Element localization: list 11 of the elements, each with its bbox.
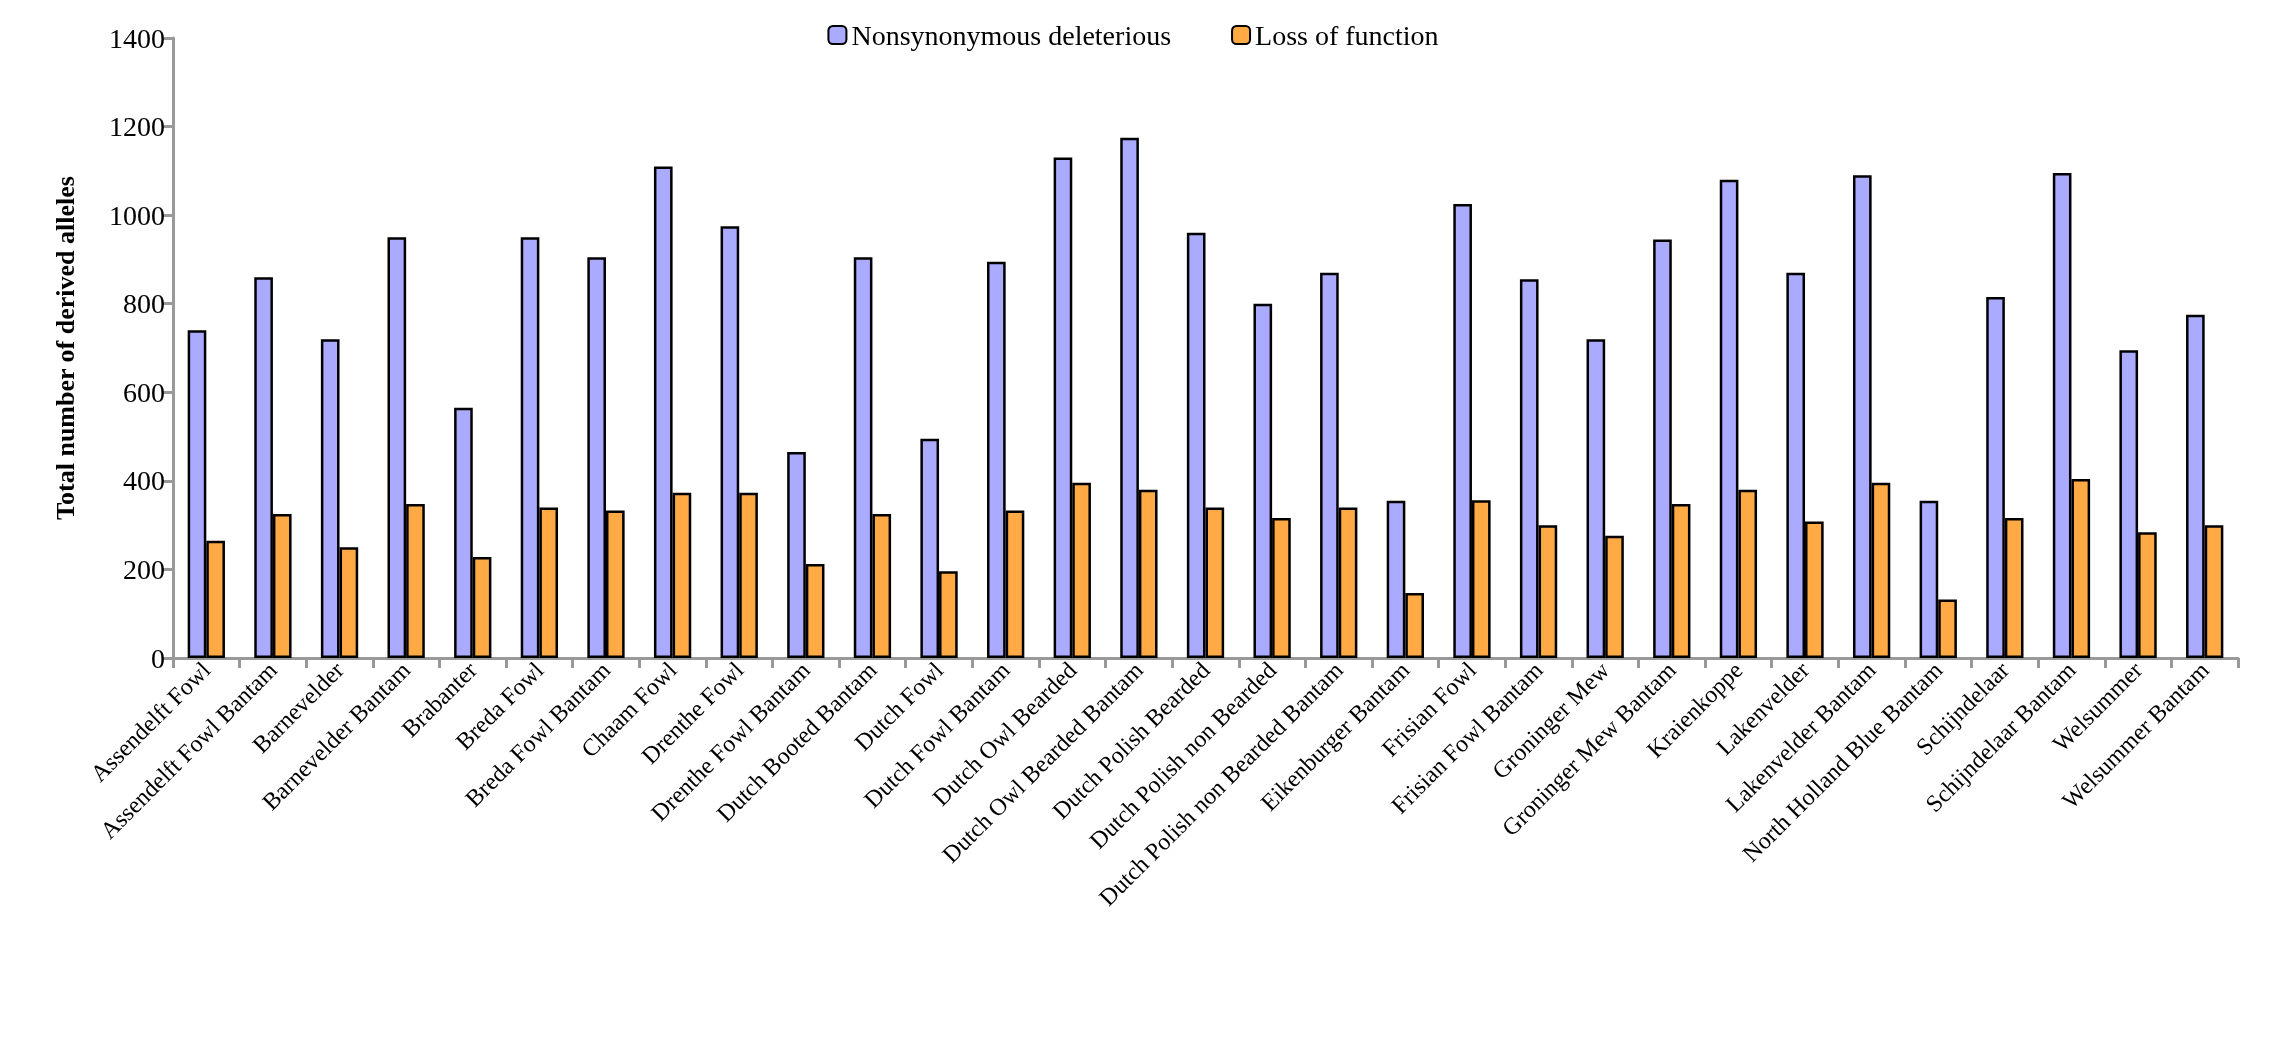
y-tick-label: 800 <box>123 288 165 320</box>
y-tick-label: 1200 <box>109 111 165 143</box>
y-tick-label: 1000 <box>109 199 165 231</box>
legend-label: Loss of function <box>1255 19 1439 51</box>
y-axis-title: Total number of derived alleles <box>50 176 80 520</box>
y-tick-label: 200 <box>123 553 165 585</box>
y-tick-label: 600 <box>123 376 165 408</box>
y-tick-label: 1400 <box>109 22 165 54</box>
y-tick-label: 0 <box>151 642 165 674</box>
legend-label: Nonsynonymous deleterious <box>851 19 1172 51</box>
y-tick-label: 400 <box>123 465 165 497</box>
